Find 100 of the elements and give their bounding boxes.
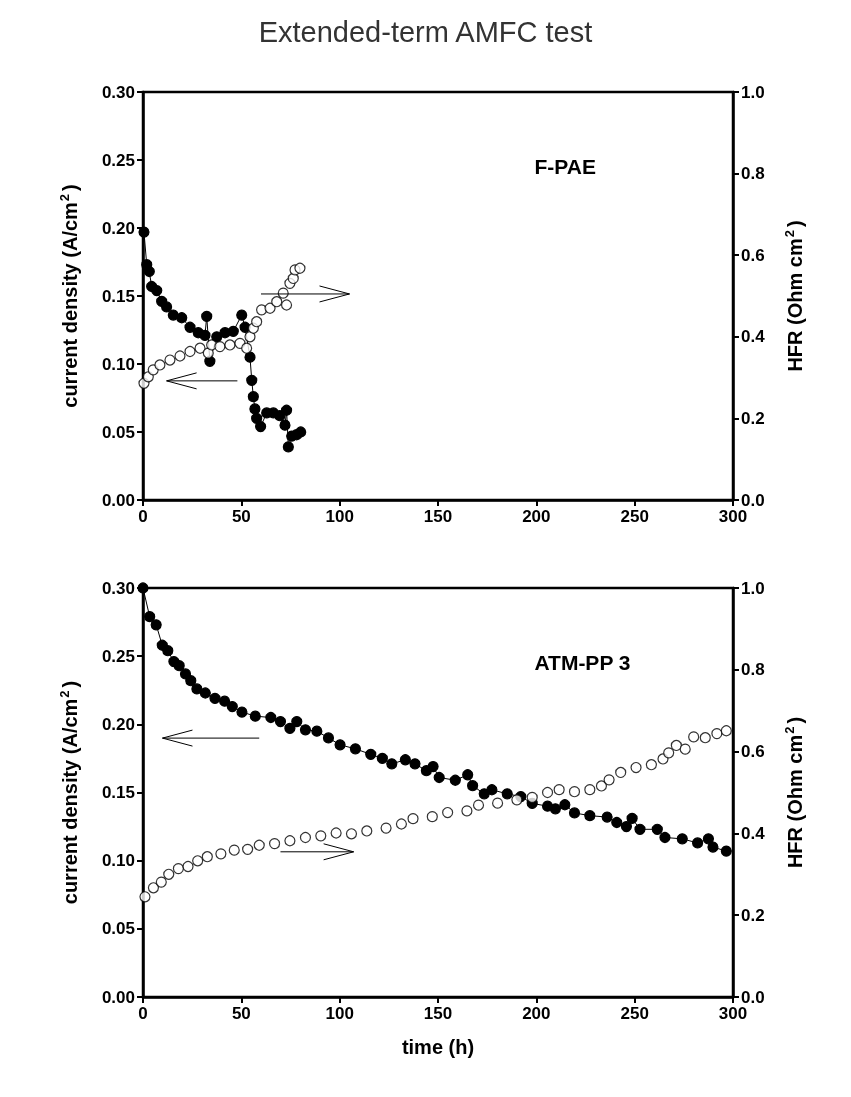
point: [676, 833, 688, 845]
point: [615, 766, 627, 779]
point: [154, 359, 166, 371]
point: [295, 426, 307, 438]
point: [511, 794, 523, 806]
point: [634, 823, 646, 835]
point: [249, 403, 261, 415]
y2-tick-label: 0.6: [741, 245, 765, 265]
annotation: ATM-PP 3: [534, 651, 631, 675]
point: [603, 774, 615, 786]
x-tick-label: 0: [138, 507, 148, 526]
point: [265, 711, 277, 724]
point: [144, 611, 156, 623]
y-tick-label: 0.00: [101, 490, 135, 510]
point: [688, 731, 700, 743]
x-axis-title: time (h): [401, 1036, 475, 1058]
point: [595, 780, 608, 792]
point: [311, 725, 323, 737]
point: [461, 805, 473, 817]
point: [191, 683, 203, 695]
point: [294, 262, 306, 274]
point: [345, 828, 358, 840]
point: [155, 876, 167, 888]
x-tick-label: 250: [620, 507, 649, 526]
point: [291, 716, 303, 728]
point: [409, 758, 421, 770]
y-axis-title: current density (A/cm2): [57, 184, 81, 408]
y-tick-label: 0.15: [101, 783, 135, 802]
point: [242, 843, 254, 855]
y2-tick-label: 0.2: [741, 905, 765, 925]
point: [199, 687, 211, 699]
x-tick-label: 200: [522, 507, 551, 526]
point: [630, 761, 642, 774]
y2-tick-label: 1.0: [741, 82, 765, 102]
x-tick-label: 200: [522, 1004, 551, 1023]
point: [246, 374, 258, 386]
point: [284, 722, 296, 735]
point: [179, 668, 192, 680]
point: [651, 823, 663, 835]
y2-axis-title: HFR (Ohm cm2): [782, 716, 806, 869]
y2-tick-label: 0.4: [741, 823, 766, 843]
point: [645, 759, 657, 771]
x-tick-label: 50: [231, 1004, 251, 1023]
point: [568, 786, 581, 798]
point: [201, 310, 213, 322]
point: [549, 803, 562, 815]
point: [219, 695, 231, 707]
point: [271, 296, 283, 308]
x-tick-label: 150: [423, 507, 453, 526]
point: [247, 391, 259, 403]
chart-title: Extended-term AMFC test: [258, 15, 593, 48]
x-tick-label: 50: [231, 507, 251, 526]
point: [559, 799, 571, 811]
point: [349, 743, 361, 755]
point: [467, 780, 479, 792]
point: [380, 822, 392, 834]
point: [215, 848, 227, 860]
point: [670, 739, 682, 752]
point: [280, 299, 293, 311]
y-axis-title: current density (A/cm2): [57, 680, 81, 905]
point: [322, 732, 335, 744]
point: [720, 725, 732, 737]
y-tick-label: 0.00: [101, 987, 135, 1007]
point: [185, 675, 197, 687]
y-tick-label: 0.10: [101, 851, 135, 871]
point: [151, 284, 163, 297]
point: [472, 799, 485, 811]
point: [501, 788, 513, 800]
x-tick-label: 150: [423, 1004, 453, 1023]
point: [228, 844, 240, 856]
point: [568, 807, 581, 819]
point: [711, 728, 723, 740]
point: [176, 312, 188, 324]
y-tick-label: 0.25: [101, 150, 135, 170]
x-tick-label: 100: [325, 507, 354, 526]
x-tick-label: 300: [718, 507, 748, 526]
point: [164, 354, 176, 366]
point: [720, 845, 732, 857]
point: [253, 839, 265, 851]
point: [173, 660, 185, 672]
point: [679, 743, 691, 755]
x-tick-label: 0: [138, 1004, 148, 1023]
y2-tick-label: 0.2: [741, 408, 765, 428]
point: [553, 784, 565, 796]
point: [192, 855, 204, 867]
y2-tick-label: 0.8: [741, 660, 765, 680]
point: [702, 833, 715, 845]
y2-tick-label: 0.0: [741, 490, 765, 510]
y-tick-label: 0.05: [101, 422, 135, 442]
point: [202, 347, 214, 359]
point: [138, 226, 150, 238]
point: [365, 748, 377, 760]
y-tick-label: 0.15: [101, 286, 135, 306]
y-tick-label: 0.25: [101, 646, 135, 666]
point: [584, 784, 596, 796]
point: [251, 316, 263, 328]
point: [199, 329, 211, 342]
y-tick-label: 0.30: [101, 82, 135, 102]
point: [162, 645, 174, 657]
point: [268, 838, 281, 850]
